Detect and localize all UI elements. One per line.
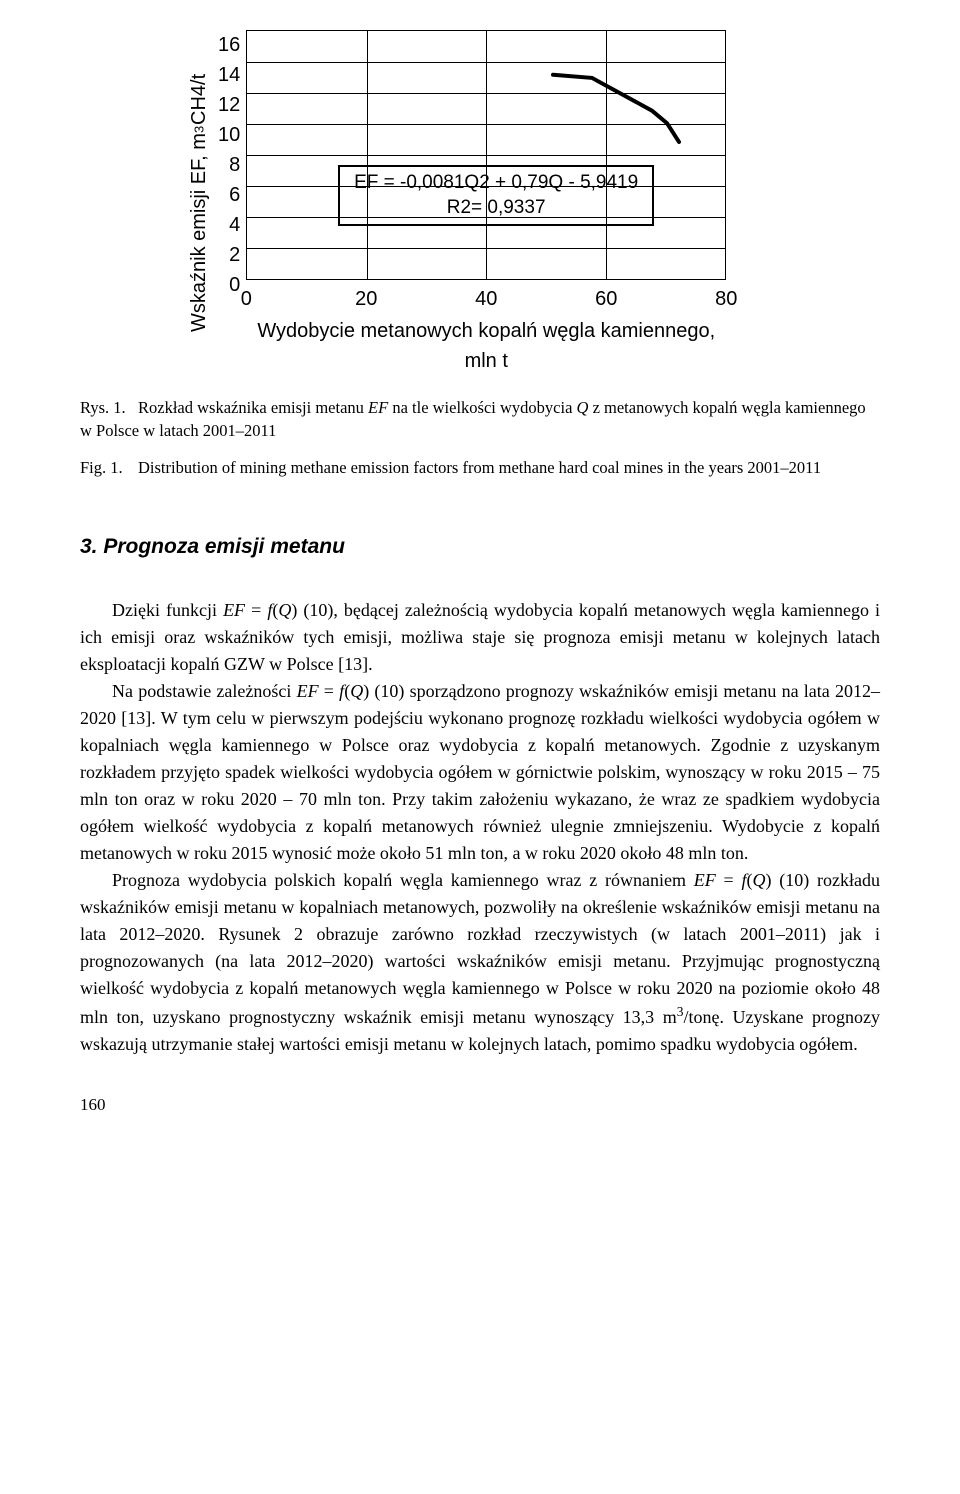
chart-xlabel: Wydobycie metanowych kopalń węgla kamien… — [246, 316, 726, 376]
chart-curve — [247, 31, 727, 281]
ytick-label: 10 — [218, 120, 240, 150]
gridline-vertical — [606, 31, 607, 279]
chart-xticks: 020406080 — [246, 284, 726, 314]
paragraph-1: Dzięki funkcji EF = f(Q) (10), będącej z… — [80, 597, 880, 678]
xtick-label: 40 — [471, 284, 501, 314]
ytick-label: 8 — [229, 150, 240, 180]
caption-text-pl: Rozkład wskaźnika emisji metanu EF na tl… — [80, 398, 866, 440]
paragraph-2: Na podstawie zależności EF = f(Q) (10) s… — [80, 678, 880, 867]
ytick-label: 2 — [229, 240, 240, 270]
figure-caption-polish: Rys. 1.Rozkład wskaźnika emisji metanu E… — [80, 396, 880, 442]
caption-label-en: Fig. 1. — [80, 456, 138, 479]
figure-caption-english: Fig. 1.Distribution of mining methane em… — [80, 456, 880, 479]
ytick-label: 6 — [229, 180, 240, 210]
ytick-label: 14 — [218, 60, 240, 90]
caption-label-pl: Rys. 1. — [80, 396, 138, 419]
page-number: 160 — [80, 1092, 880, 1118]
ytick-label: 4 — [229, 210, 240, 240]
chart-figure: Wskaźnik emisji EF, m3 CH4/t 16141210864… — [180, 30, 780, 376]
ytick-label: 16 — [218, 30, 240, 60]
chart-ylabel: Wskaźnik emisji EF, m3 CH4/t — [180, 30, 218, 376]
section-heading: 3. Prognoza emisji metanu — [80, 531, 880, 563]
chart-plot-area: EF = -0,0081Q2 + 0,79Q - 5,9419 R2= 0,93… — [246, 30, 726, 280]
gridline-vertical — [367, 31, 368, 279]
ytick-label: 12 — [218, 90, 240, 120]
equation-line-1: EF = -0,0081Q2 + 0,79Q - 5,9419 — [354, 171, 638, 196]
gridline-vertical — [486, 31, 487, 279]
body-text: Dzięki funkcji EF = f(Q) (10), będącej z… — [80, 597, 880, 1058]
xtick-label: 60 — [591, 284, 621, 314]
chart-yticks: 1614121086420 — [218, 30, 246, 280]
paragraph-3: Prognoza wydobycia polskich kopalń węgla… — [80, 867, 880, 1058]
caption-text-en: Distribution of mining methane emission … — [138, 458, 821, 477]
xtick-label: 20 — [351, 284, 381, 314]
xtick-label: 80 — [711, 284, 741, 314]
xtick-label: 0 — [231, 284, 261, 314]
